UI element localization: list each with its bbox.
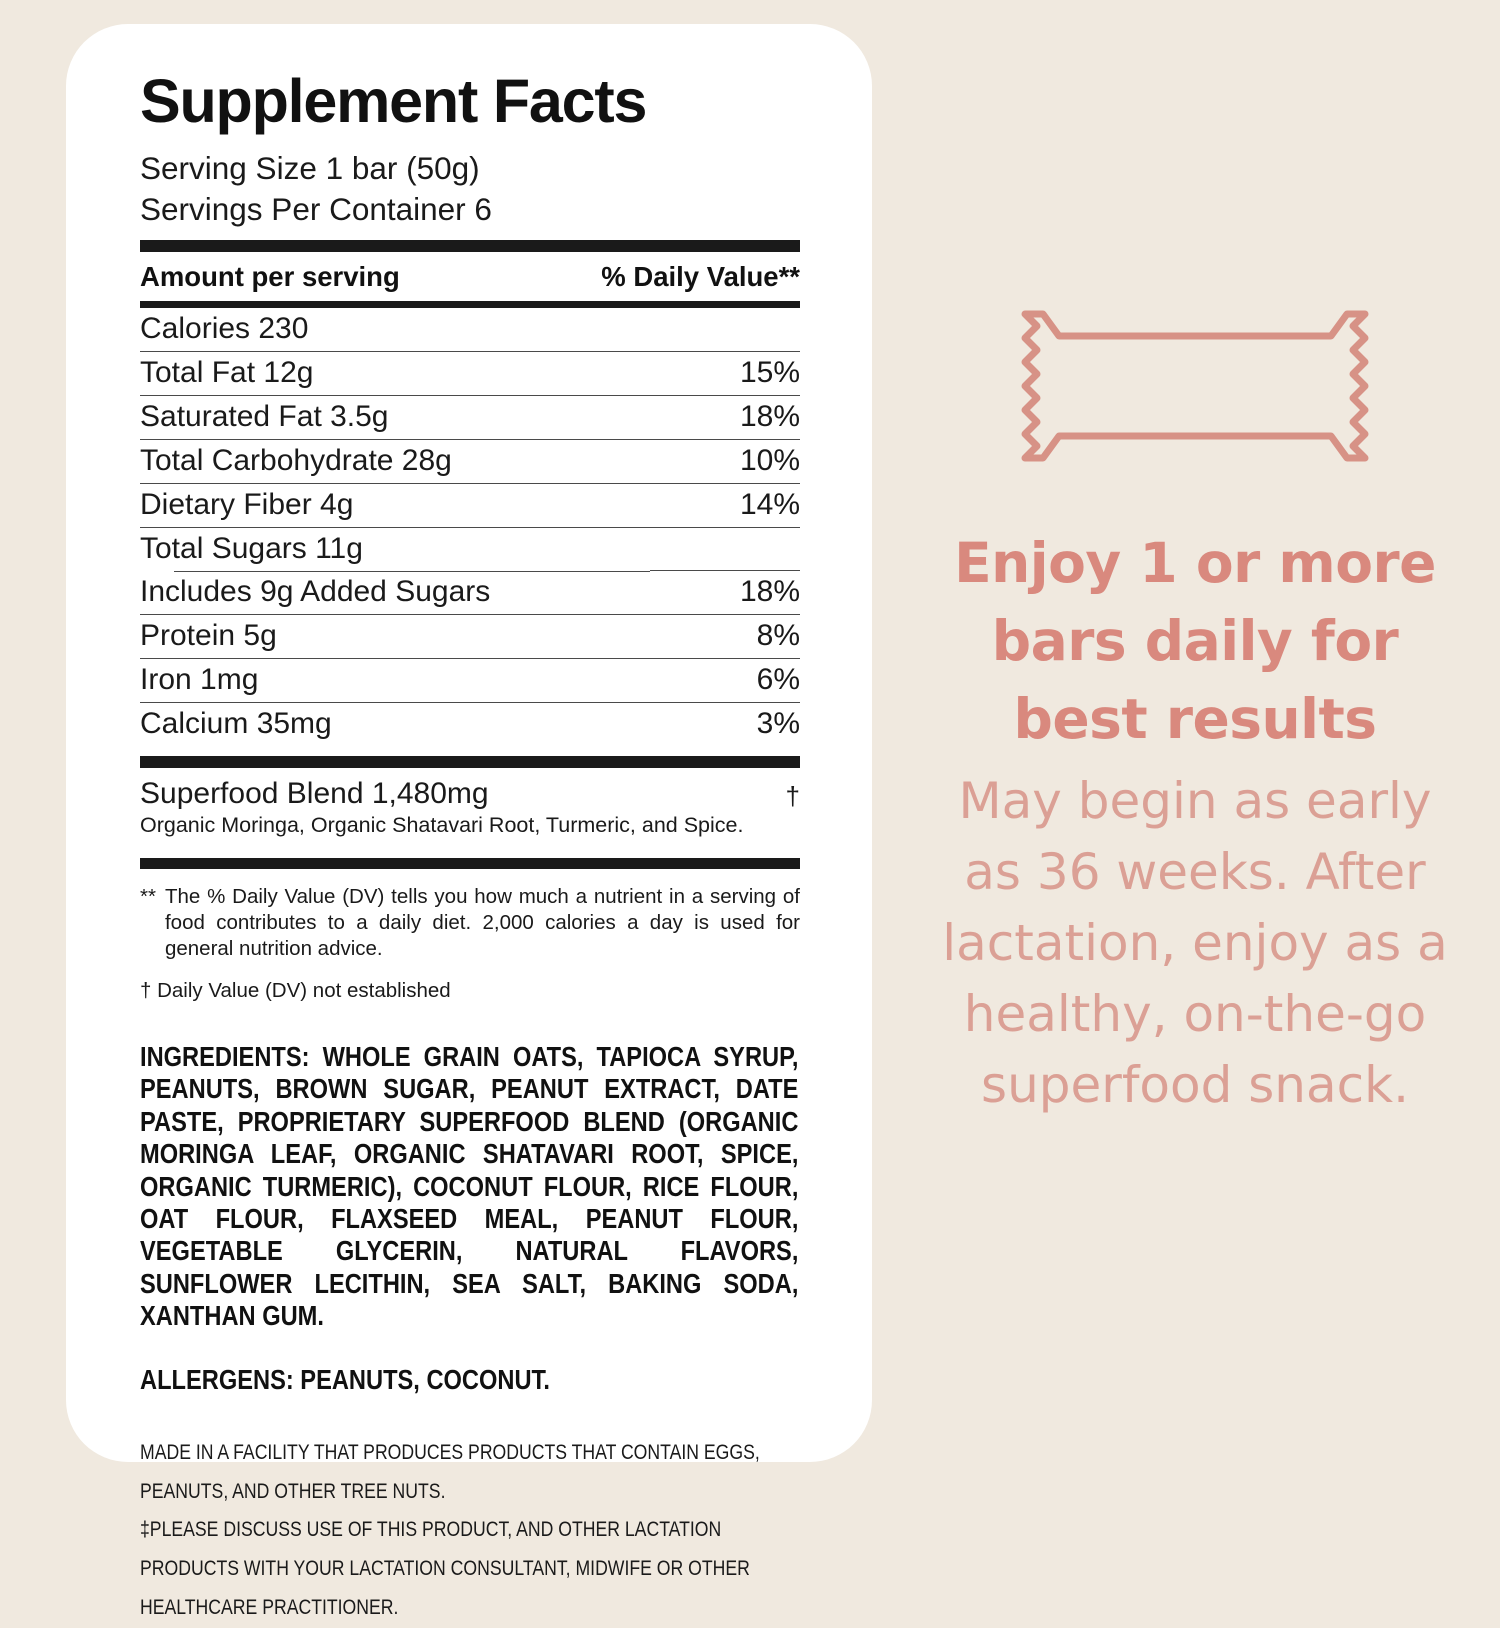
label-content: Supplement Facts Serving Size 1 bar (50g… <box>140 70 800 1628</box>
nutrient-row: Saturated Fat 3.5g 18% <box>140 394 800 440</box>
table-column-headers: Amount per serving % Daily Value** <box>140 252 800 301</box>
nutrient-row: Calories 230 <box>140 308 800 352</box>
nutrient-row: Calcium 35mg 3% <box>140 702 800 747</box>
supplement-facts-title: Supplement Facts <box>140 67 647 135</box>
superfood-blend-row: Superfood Blend 1,480mg † <box>140 768 800 812</box>
rule-thick-blend-top <box>140 756 800 769</box>
allergens-text: PEANUTS, COCONUT. <box>293 1363 550 1395</box>
protein-bar-icon <box>1021 310 1369 462</box>
nutrient-name: Includes 9g Added Sugars <box>140 570 650 615</box>
superfood-blend-name: Superfood Blend 1,480mg <box>140 777 489 811</box>
rule-thick-top <box>140 239 800 252</box>
nutrient-row: Total Sugars 11g <box>140 526 800 571</box>
nutrient-daily-value: 3% <box>650 702 800 747</box>
facility-disclaimer: MADE IN A FACILITY THAT PRODUCES PRODUCT… <box>140 1440 760 1503</box>
nutrient-daily-value: 18% <box>650 570 800 615</box>
amount-per-serving-header: Amount per serving <box>140 260 400 292</box>
allergens-paragraph: ALLERGENS: PEANUTS, COCONUT. <box>140 1364 798 1396</box>
nutrient-name: Calories 230 <box>140 311 309 345</box>
nutrient-row: Total Carbohydrate 28g 10% <box>140 438 800 484</box>
nutrient-name: Dietary Fiber 4g <box>140 482 650 528</box>
daily-value-footnote: ** The % Daily Value (DV) tells you how … <box>140 884 800 961</box>
promo-panel: Enjoy 1 or more bars daily for best resu… <box>905 0 1485 1500</box>
serving-size-text: Serving Size 1 bar (50g) <box>140 150 480 187</box>
allergens-heading: ALLERGENS: <box>140 1363 294 1395</box>
nutrient-name: Total Carbohydrate 28g <box>140 438 650 484</box>
nutrient-daily-value: 6% <box>650 658 800 703</box>
rule-med-under-headers <box>140 300 800 308</box>
ingredients-text: WHOLE GRAIN OATS, TAPIOCA SYRUP, PEANUTS… <box>140 1040 799 1332</box>
nutrient-row: Total Fat 12g 15% <box>140 350 800 396</box>
nutrient-name: Saturated Fat 3.5g <box>140 394 650 440</box>
nutrient-daily-value <box>650 308 800 352</box>
superfood-blend-ingredients: Organic Moringa, Organic Shatavari Root,… <box>140 813 744 838</box>
servings-per-container-text: Servings Per Container 6 <box>140 190 492 227</box>
footnote-asterisks: ** <box>140 885 156 909</box>
supplement-facts-card: Supplement Facts Serving Size 1 bar (50g… <box>66 24 872 1619</box>
nutrient-name: Protein 5g <box>140 614 650 659</box>
footnote-body: The % Daily Value (DV) tells you how muc… <box>164 885 800 960</box>
ingredients-paragraph: INGREDIENTS: WHOLE GRAIN OATS, TAPIOCA S… <box>140 1041 798 1333</box>
nutrient-daily-value: 10% <box>650 438 800 484</box>
nutrient-daily-value: 15% <box>650 350 800 396</box>
nutrient-row: Iron 1mg 6% <box>140 658 800 703</box>
nutrient-name: Iron 1mg <box>140 658 650 703</box>
nutrient-table: Calories 230 Total Fat 12g 15% Saturated Fa… <box>140 308 800 747</box>
rule-thick-blend-bottom <box>140 858 800 870</box>
nutrient-row: Includes 9g Added Sugars 18% <box>140 570 800 615</box>
nutrient-row: Dietary Fiber 4g 14% <box>140 482 800 528</box>
lactation-disclaimer: ‡PLEASE DISCUSS USE OF THIS PRODUCT, AND… <box>140 1518 750 1620</box>
fineprint-block: MADE IN A FACILITY THAT PRODUCES PRODUCT… <box>140 1434 800 1628</box>
nutrient-row: Protein 5g 8% <box>140 614 800 659</box>
nutrient-name: Calcium 35mg <box>140 702 650 747</box>
dagger-footnote: † Daily Value (DV) not established <box>140 978 451 1002</box>
nutrient-daily-value: 18% <box>650 394 800 440</box>
nutrient-daily-value: 8% <box>650 614 800 659</box>
promo-headline: Enjoy 1 or more bars daily for best resu… <box>954 531 1436 752</box>
dagger-icon: † <box>785 781 800 812</box>
nutrient-name: Total Fat 12g <box>140 350 650 396</box>
ingredients-heading: INGREDIENTS: <box>140 1040 310 1072</box>
promo-body-text: May begin as early as 36 weeks. After la… <box>942 772 1448 1115</box>
daily-value-header: % Daily Value** <box>601 260 800 292</box>
nutrient-daily-value: 14% <box>650 482 800 528</box>
nutrient-daily-value <box>650 526 800 571</box>
nutrient-name: Total Sugars 11g <box>140 526 650 571</box>
indented-rule <box>174 570 650 572</box>
